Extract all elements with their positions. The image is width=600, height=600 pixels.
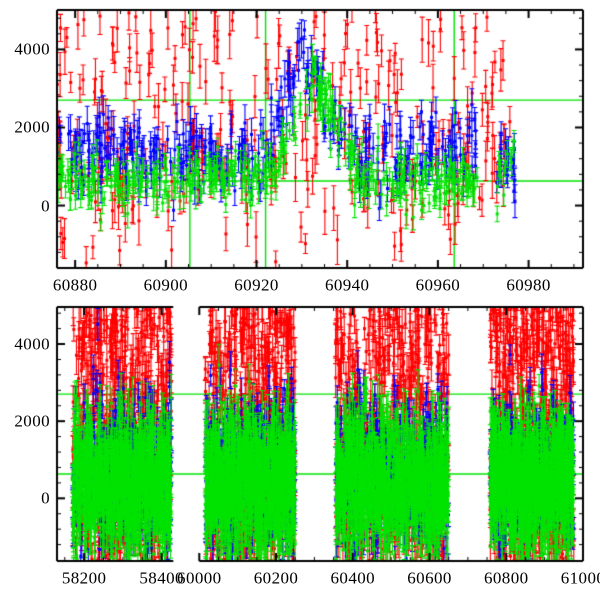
plot-canvas bbox=[0, 0, 600, 600]
light-curve-figure: 60880 60900 60920 60940 60960 60980 0 2000 4000 5… bbox=[0, 0, 600, 600]
